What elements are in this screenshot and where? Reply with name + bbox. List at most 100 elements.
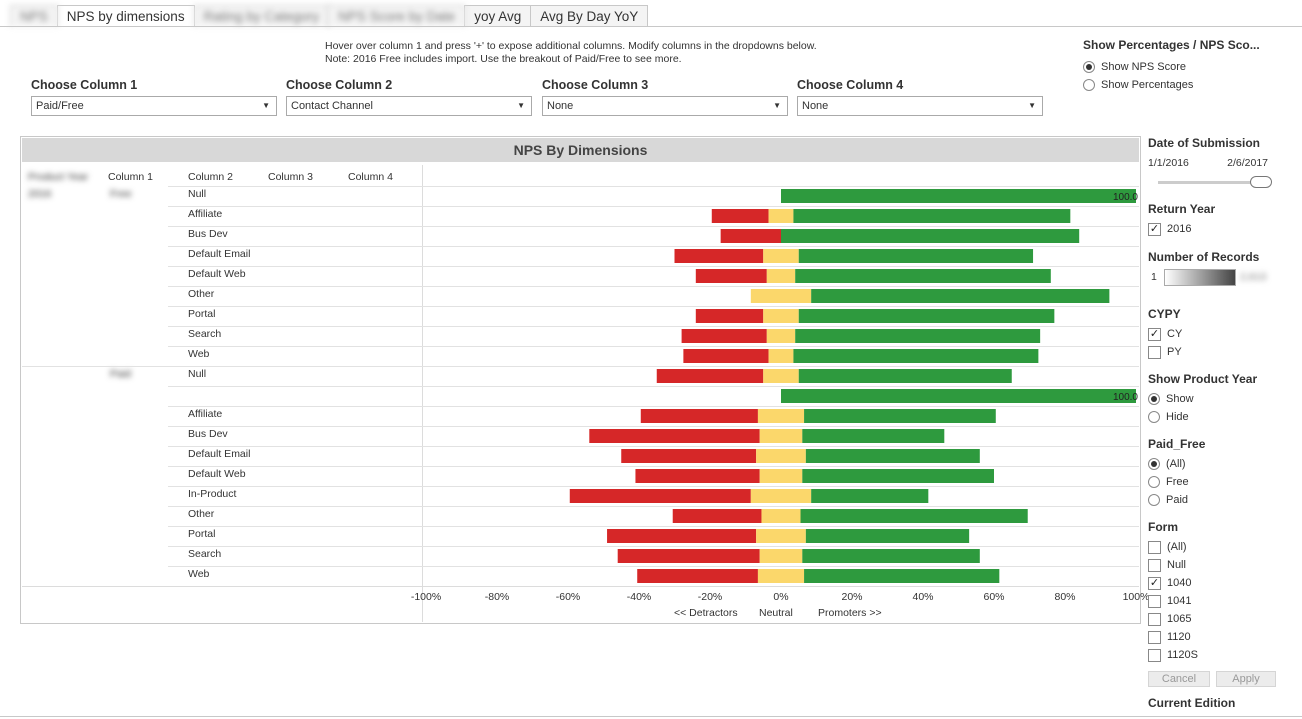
- checkbox-icon: [1148, 612, 1161, 626]
- radio-icon: [1083, 79, 1095, 91]
- bar-detractors: [711, 209, 769, 223]
- cancel-button[interactable]: Cancel: [1148, 671, 1210, 687]
- tab-rating-by-category[interactable]: Rating by Category: [193, 5, 330, 27]
- radio-paid[interactable]: Paid: [1148, 491, 1293, 509]
- checkbox-2016[interactable]: ✓ 2016: [1148, 220, 1293, 238]
- checkbox-label: CY: [1167, 328, 1183, 340]
- bar-promoters: [798, 309, 1055, 323]
- chevron-down-icon: ▼: [517, 101, 525, 110]
- x-tick-label: -60%: [555, 591, 581, 603]
- bar-detractors: [617, 549, 760, 563]
- paid-free-title: Paid_Free: [1148, 437, 1206, 451]
- row-label: Default Web: [188, 268, 246, 280]
- radio-icon: [1148, 411, 1160, 423]
- column-2-control: Choose Column 2 Contact Channel ▼: [286, 78, 532, 116]
- bar-neutral: [759, 429, 803, 443]
- radio-label: Show Percentages: [1101, 79, 1194, 91]
- bar-neutral: [756, 529, 806, 543]
- checkbox-py[interactable]: PY: [1148, 343, 1293, 361]
- radio-show-nps-score[interactable]: Show NPS Score: [1083, 58, 1293, 76]
- checkbox-form-1065[interactable]: 1065: [1148, 610, 1293, 628]
- radio-label: (All): [1166, 458, 1186, 470]
- x-tick-label: 60%: [983, 591, 1005, 603]
- bar-neutral: [766, 329, 796, 343]
- tab-nps-by-dimensions[interactable]: NPS by dimensions: [56, 5, 195, 27]
- bar-neutral: [759, 549, 803, 563]
- row-label: Search: [188, 328, 222, 340]
- checkbox-icon: [1148, 540, 1161, 554]
- radio-show-percentages[interactable]: Show Percentages: [1083, 76, 1293, 94]
- bar-promoters: [793, 349, 1039, 363]
- apply-button[interactable]: Apply: [1216, 671, 1276, 687]
- column-2-dropdown[interactable]: Contact Channel ▼: [286, 96, 532, 116]
- checkbox-icon: [1148, 345, 1161, 359]
- column-4-dropdown[interactable]: None ▼: [797, 96, 1043, 116]
- group-free-label[interactable]: Free: [110, 188, 132, 200]
- checkbox-form-1120s[interactable]: 1120S: [1148, 646, 1293, 664]
- records-filter: Number of Records: [1148, 250, 1293, 264]
- tab-nps-score-by-date[interactable]: NPS Score by Date: [328, 5, 466, 27]
- records-title: Number of Records: [1148, 250, 1260, 264]
- cypy-title: CYPY: [1148, 307, 1181, 321]
- bar-detractors: [621, 449, 757, 463]
- chevron-down-icon: ▼: [262, 101, 270, 110]
- chart-title: NPS By Dimensions: [22, 138, 1139, 162]
- bar-detractors: [569, 489, 751, 503]
- tab-nps[interactable]: NPS: [10, 5, 58, 27]
- tab-yoy-avg[interactable]: yoy Avg: [464, 5, 532, 27]
- bar-promoters: [805, 449, 980, 463]
- radio-hide[interactable]: Hide: [1148, 408, 1293, 426]
- checkbox-form-all[interactable]: (All): [1148, 538, 1293, 556]
- bar-neutral: [761, 509, 801, 523]
- column-1-dropdown[interactable]: Paid/Free ▼: [31, 96, 277, 116]
- x-tick-label: 100%: [1122, 591, 1150, 603]
- radio-label: Paid: [1166, 494, 1189, 506]
- column-3-label: Choose Column 3: [542, 78, 649, 92]
- bar-promoters: [798, 249, 1034, 263]
- checkbox-icon: [1148, 630, 1161, 644]
- bar-neutral: [766, 269, 796, 283]
- bar-detractors: [681, 329, 767, 343]
- bar-promoters: [795, 329, 1041, 343]
- bar-detractors: [589, 429, 760, 443]
- bar-promoters: [804, 569, 1000, 583]
- note-line-1: Hover over column 1 and press '+' to exp…: [325, 40, 817, 52]
- bar-promoters: [798, 369, 1012, 383]
- checkbox-icon: ✓: [1148, 327, 1161, 341]
- chevron-down-icon: ▼: [1028, 101, 1036, 110]
- date-slider-handle[interactable]: [1250, 176, 1272, 188]
- form-title: Form: [1148, 520, 1178, 534]
- column-2-value: Contact Channel: [291, 100, 373, 112]
- column-3-dropdown[interactable]: None ▼: [542, 96, 788, 116]
- checkbox-label: 1041: [1167, 595, 1192, 607]
- bar-neutral: [759, 469, 803, 483]
- date-slider-track[interactable]: [1158, 181, 1268, 184]
- checkbox-form-null[interactable]: Null: [1148, 556, 1293, 574]
- checkbox-form-1041[interactable]: 1041: [1148, 592, 1293, 610]
- bar-promoters: [811, 289, 1110, 303]
- radio-show[interactable]: Show: [1148, 390, 1293, 408]
- checkbox-form-1120[interactable]: 1120: [1148, 628, 1293, 646]
- row-label: In-Product: [188, 488, 237, 500]
- row-label: Portal: [188, 528, 216, 540]
- radio-free[interactable]: Free: [1148, 473, 1293, 491]
- checkbox-cy[interactable]: ✓ CY: [1148, 325, 1293, 343]
- bar-promoters: [804, 409, 996, 423]
- x-tick-label: 40%: [912, 591, 934, 603]
- bar-detractors: [656, 369, 764, 383]
- records-min: 1: [1151, 271, 1157, 283]
- radio-all[interactable]: (All): [1148, 455, 1293, 473]
- checkbox-form-1040[interactable]: ✓ 1040: [1148, 574, 1293, 592]
- bar-detractors: [674, 249, 764, 263]
- group-paid-label[interactable]: Paid: [110, 368, 132, 380]
- bar-promoters: [793, 209, 1071, 223]
- product-year-title: Show Product Year: [1148, 372, 1258, 386]
- bar-detractors: [695, 269, 767, 283]
- show-percentages-control: Show Percentages / NPS Sco... Show NPS S…: [1083, 38, 1293, 94]
- bar-neutral: [750, 489, 812, 503]
- tab-avg-by-day-yoy[interactable]: Avg By Day YoY: [530, 5, 649, 27]
- bar-detractors: [635, 469, 760, 483]
- row-label: Affiliate: [188, 208, 223, 220]
- column-4-control: Choose Column 4 None ▼: [797, 78, 1043, 116]
